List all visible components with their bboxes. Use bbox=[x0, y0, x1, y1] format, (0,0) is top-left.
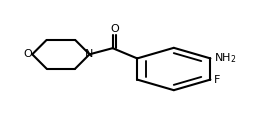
Text: N: N bbox=[85, 49, 94, 59]
Text: O: O bbox=[110, 24, 119, 34]
Text: NH$_2$: NH$_2$ bbox=[214, 51, 236, 65]
Text: F: F bbox=[214, 75, 220, 85]
Text: O: O bbox=[24, 49, 32, 59]
